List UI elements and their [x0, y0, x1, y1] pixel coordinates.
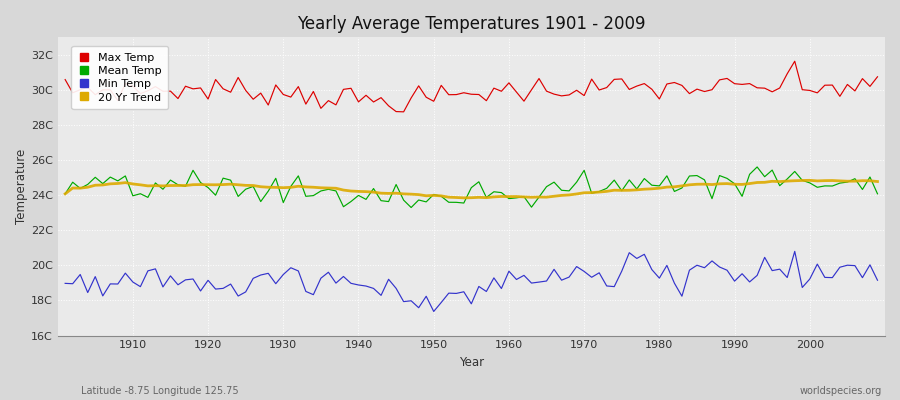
- Text: worldspecies.org: worldspecies.org: [800, 386, 882, 396]
- X-axis label: Year: Year: [459, 356, 484, 369]
- Title: Yearly Average Temperatures 1901 - 2009: Yearly Average Temperatures 1901 - 2009: [297, 15, 645, 33]
- Legend: Max Temp, Mean Temp, Min Temp, 20 Yr Trend: Max Temp, Mean Temp, Min Temp, 20 Yr Tre…: [71, 46, 168, 109]
- Y-axis label: Temperature: Temperature: [15, 149, 28, 224]
- Text: Latitude -8.75 Longitude 125.75: Latitude -8.75 Longitude 125.75: [81, 386, 239, 396]
